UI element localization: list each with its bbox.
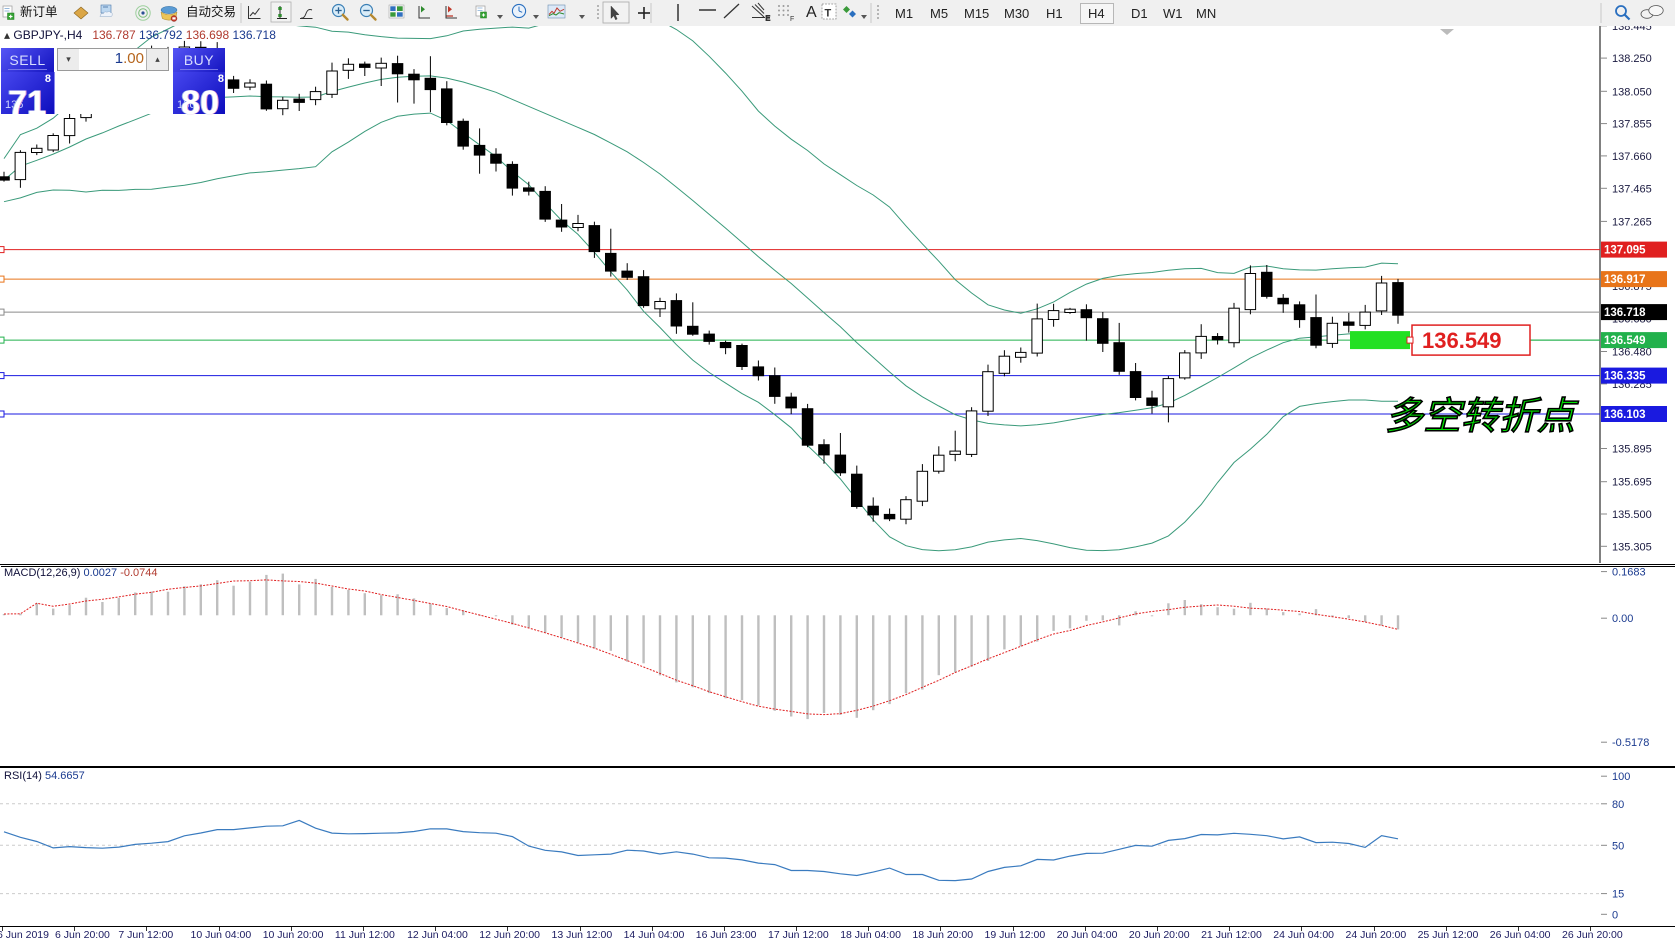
svg-text:多空转折点: 多空转折点: [1385, 396, 1580, 438]
svg-text:136.549: 136.549: [1422, 328, 1502, 353]
svg-text:136.480: 136.480: [1612, 347, 1652, 359]
svg-text:136.917: 136.917: [1604, 274, 1646, 286]
svg-text:136.718: 136.718: [1604, 307, 1646, 319]
svg-text:135.500: 135.500: [1612, 509, 1652, 521]
svg-text:-0.5178: -0.5178: [1612, 737, 1649, 749]
svg-text:A: A: [806, 4, 817, 21]
svg-text:0.1683: 0.1683: [1612, 567, 1646, 579]
svg-text:135.305: 135.305: [1612, 541, 1652, 553]
svg-text:137.465: 137.465: [1612, 183, 1652, 195]
svg-text:138.445: 138.445: [1612, 26, 1652, 33]
svg-text:138.050: 138.050: [1612, 86, 1652, 98]
svg-text:0: 0: [1612, 909, 1618, 921]
svg-text:137.855: 137.855: [1612, 119, 1652, 131]
svg-text:136.549: 136.549: [1604, 335, 1646, 347]
svg-text:50: 50: [1612, 840, 1624, 852]
svg-text:136.335: 136.335: [1604, 371, 1646, 383]
svg-text:138.250: 138.250: [1612, 53, 1652, 65]
svg-text:0.00: 0.00: [1612, 613, 1633, 625]
svg-text:15: 15: [1612, 889, 1624, 901]
svg-text:F: F: [790, 16, 794, 23]
svg-text:135.695: 135.695: [1612, 477, 1652, 489]
svg-text:100: 100: [1612, 771, 1630, 783]
svg-text:135.895: 135.895: [1612, 444, 1652, 456]
svg-text:新订单: 新订单: [20, 4, 58, 19]
svg-text:T: T: [825, 8, 832, 20]
svg-text:137.095: 137.095: [1604, 245, 1646, 257]
svg-text:137.265: 137.265: [1612, 216, 1652, 228]
svg-text:136.103: 136.103: [1604, 409, 1646, 421]
svg-text:E: E: [766, 16, 771, 23]
svg-text:80: 80: [1612, 799, 1624, 811]
svg-text:137.660: 137.660: [1612, 151, 1652, 163]
svg-text:自动交易: 自动交易: [186, 4, 236, 19]
